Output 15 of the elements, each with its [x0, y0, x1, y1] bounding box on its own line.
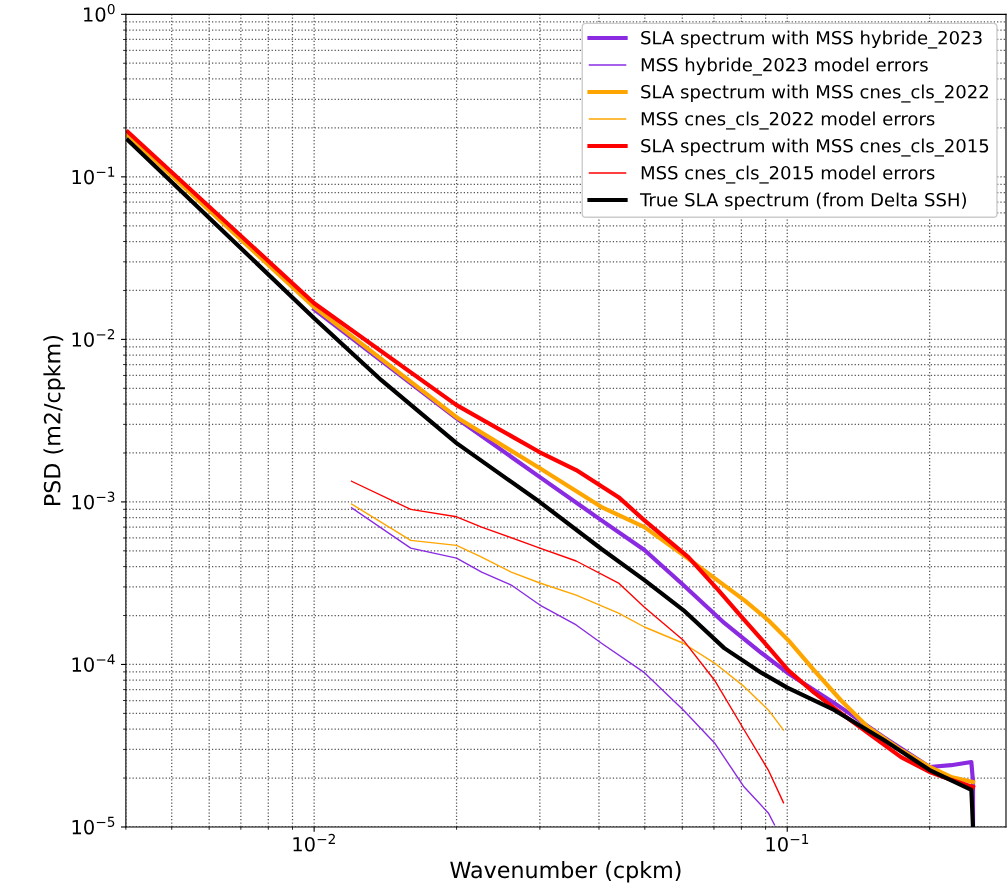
y-axis-title: PSD (m2/cpkm) — [43, 335, 65, 506]
y-tick-label: 10$^{0}$ — [84, 4, 115, 22]
y-tick-label: 10$^{−5}$ — [72, 816, 115, 835]
legend-label: True SLA spectrum (from Delta SSH) — [639, 192, 966, 211]
y-tick-label: 10$^{−1}$ — [72, 166, 115, 185]
legend-label: SLA spectrum with MSS hybride_2023 — [641, 30, 982, 49]
legend-label: SLA spectrum with MSS cnes_cls_2015 — [641, 138, 989, 157]
y-tick-label: 10$^{−2}$ — [72, 329, 115, 347]
x-axis-title: Wavenumber (cpkm) — [450, 861, 681, 883]
y-tick-label: 10$^{−4}$ — [72, 654, 115, 672]
legend-label: MSS cnes_cls_2015 model errors — [641, 165, 935, 184]
y-tick-label: 10$^{−3}$ — [72, 491, 115, 510]
legend-label: MSS cnes_cls_2022 model errors — [641, 111, 935, 130]
legend-label: MSS hybride_2023 model errors — [641, 57, 928, 76]
legend-label: SLA spectrum with MSS cnes_cls_2022 — [641, 84, 988, 103]
